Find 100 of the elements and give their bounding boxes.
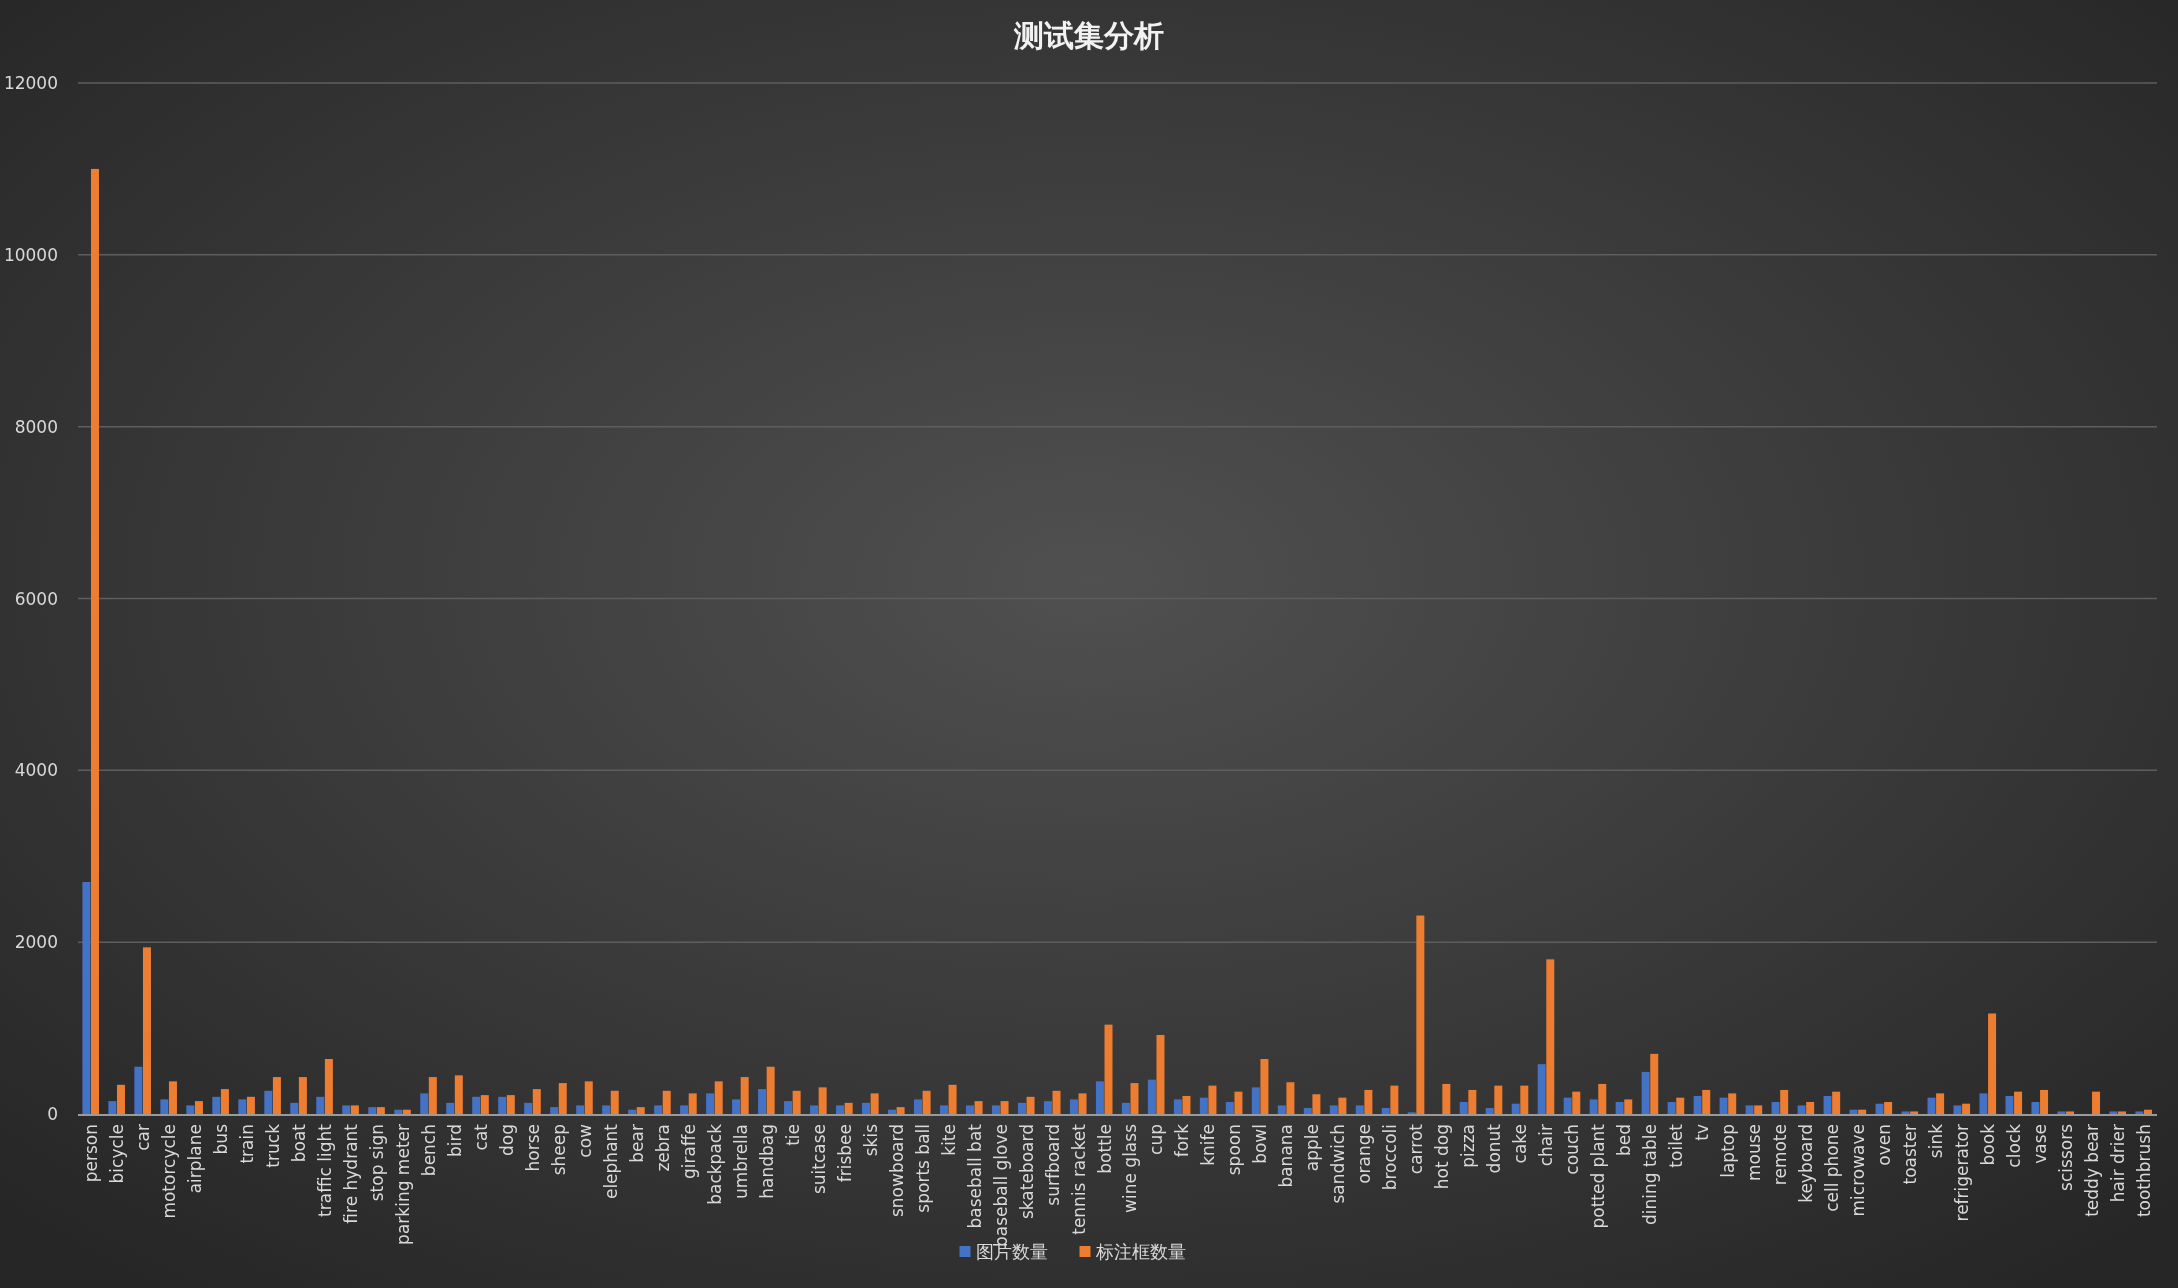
y-tick-label: 12000 xyxy=(3,73,58,93)
bar xyxy=(1598,1083,1607,1114)
x-tick-label: zebra xyxy=(652,1124,673,1172)
x-tick-label: surfboard xyxy=(1042,1124,1063,1206)
bar xyxy=(2118,1111,2127,1114)
x-tick-label: tennis racket xyxy=(1068,1123,1089,1235)
x-tick-label: spoon xyxy=(1224,1124,1245,1176)
bar xyxy=(688,1093,697,1114)
bar xyxy=(810,1105,819,1114)
bar xyxy=(1104,1024,1113,1114)
x-tick-label: book xyxy=(1978,1123,1999,1166)
bar xyxy=(1884,1101,1893,1114)
bar xyxy=(706,1093,715,1114)
bar xyxy=(1338,1097,1347,1114)
bar xyxy=(1121,1102,1130,1114)
bar xyxy=(896,1107,905,1114)
bar xyxy=(1979,1093,1988,1114)
x-tick-label: banana xyxy=(1276,1124,1297,1188)
bar xyxy=(948,1084,957,1114)
x-tick-label: pizza xyxy=(1458,1124,1479,1168)
x-tick-label: airplane xyxy=(184,1124,205,1194)
bar xyxy=(350,1105,359,1114)
bar xyxy=(2014,1091,2023,1114)
x-tick-label: snowboard xyxy=(886,1124,907,1218)
y-tick-label: 0 xyxy=(47,1104,58,1124)
bar xyxy=(142,947,151,1114)
x-tick-label: refrigerator xyxy=(1952,1123,1973,1222)
x-tick-label: horse xyxy=(522,1124,543,1172)
bar xyxy=(454,1075,463,1114)
bar xyxy=(1147,1079,1156,1114)
bar xyxy=(1771,1101,1780,1114)
bar xyxy=(1329,1105,1338,1114)
bar xyxy=(1043,1101,1052,1114)
x-tick-label: carrot xyxy=(1406,1123,1427,1175)
bar xyxy=(965,1105,974,1114)
bar xyxy=(498,1096,507,1114)
bar xyxy=(1364,1089,1373,1114)
bar xyxy=(1875,1103,1884,1114)
bar xyxy=(2005,1095,2014,1114)
bar xyxy=(602,1105,611,1114)
x-tick-label: handbag xyxy=(756,1124,777,1199)
bar xyxy=(818,1087,827,1114)
bar xyxy=(862,1102,871,1114)
bar xyxy=(1459,1101,1468,1114)
bar xyxy=(550,1107,559,1114)
bar xyxy=(1901,1111,1910,1114)
x-tick-label: bicycle xyxy=(106,1124,127,1184)
x-tick-label: stop sign xyxy=(366,1124,387,1202)
bar xyxy=(1208,1085,1217,1114)
bar xyxy=(1511,1103,1520,1114)
bar xyxy=(1156,1034,1165,1114)
x-tick-label: dog xyxy=(496,1124,517,1156)
bar xyxy=(1173,1099,1182,1114)
bar xyxy=(324,1059,333,1114)
x-tick-label: wine glass xyxy=(1120,1123,1141,1213)
x-tick-label: truck xyxy=(262,1123,283,1168)
x-tick-label: cake xyxy=(1510,1124,1531,1164)
x-tick-label: chair xyxy=(1536,1124,1557,1167)
bar xyxy=(342,1105,351,1114)
x-tick-label: bird xyxy=(444,1124,465,1157)
x-tick-label: bottle xyxy=(1094,1124,1115,1174)
bar xyxy=(116,1084,125,1114)
bar xyxy=(90,168,99,1114)
bar xyxy=(1650,1053,1659,1114)
bar xyxy=(610,1090,619,1114)
bar xyxy=(1277,1105,1286,1114)
bar xyxy=(2092,1091,2101,1114)
x-tick-label: keyboard xyxy=(1796,1124,1817,1203)
x-tick-label: fire hydrant xyxy=(340,1123,361,1224)
bar xyxy=(1520,1085,1529,1114)
bar xyxy=(1563,1097,1572,1114)
bar xyxy=(376,1107,385,1114)
x-tick-label: mouse xyxy=(1744,1124,1765,1182)
bar xyxy=(974,1101,983,1114)
x-tick-label: umbrella xyxy=(730,1124,751,1200)
bar xyxy=(1676,1097,1685,1114)
x-tick-label: bowl xyxy=(1250,1124,1271,1164)
x-tick-label: sheep xyxy=(548,1124,569,1176)
bar xyxy=(732,1099,741,1114)
bar xyxy=(1806,1101,1815,1114)
y-tick-label: 2000 xyxy=(14,932,58,953)
bar xyxy=(662,1090,671,1114)
x-tick-label: vase xyxy=(2030,1124,2051,1164)
bar xyxy=(991,1105,1000,1114)
bar xyxy=(1494,1085,1503,1114)
bar xyxy=(1780,1089,1789,1114)
x-tick-label: baseball bat xyxy=(964,1123,985,1229)
bar xyxy=(264,1090,273,1114)
bar xyxy=(1286,1082,1295,1114)
bar xyxy=(532,1089,541,1114)
x-tick-label: scissors xyxy=(2056,1123,2077,1191)
chart-title: 测试集分析 xyxy=(1013,18,1164,53)
bar xyxy=(134,1066,143,1114)
x-tick-label: skateboard xyxy=(1016,1124,1037,1220)
bar xyxy=(740,1077,749,1114)
bar xyxy=(194,1101,203,1114)
bar xyxy=(212,1096,221,1114)
x-tick-label: giraffe xyxy=(678,1124,699,1180)
bar xyxy=(1572,1091,1581,1114)
bar xyxy=(1225,1101,1234,1114)
